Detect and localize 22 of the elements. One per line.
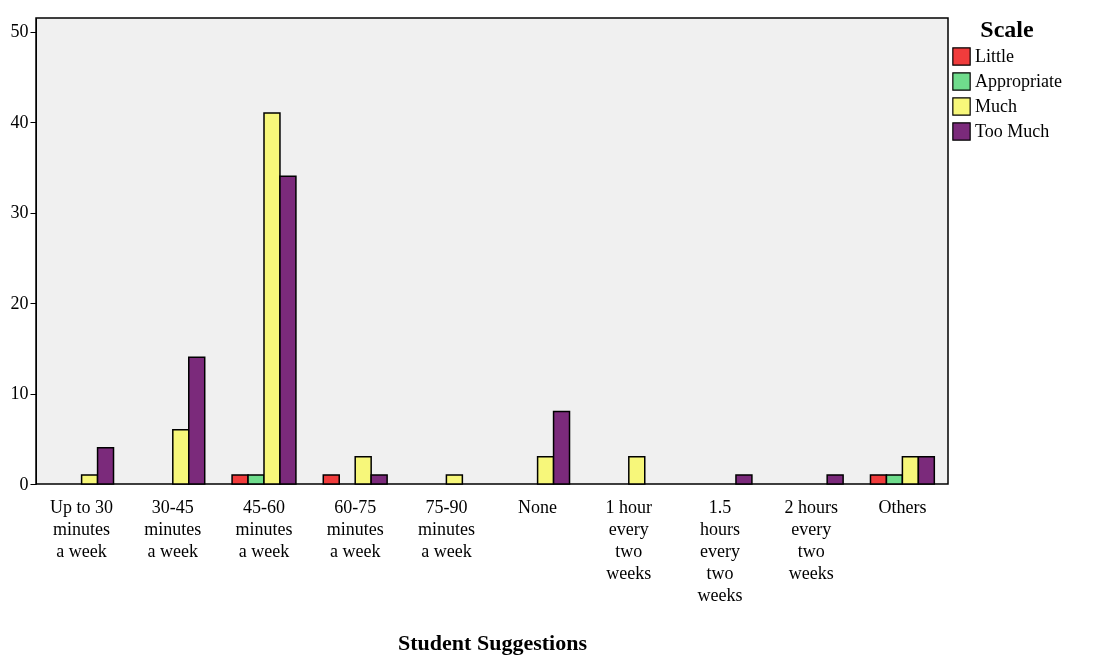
x-axis-title: Student Suggestions: [398, 629, 588, 655]
x-tick-label: 30-45 minutes a week: [144, 496, 202, 561]
x-tick-label: None: [518, 496, 558, 517]
y-tick-label: 10: [10, 383, 29, 404]
legend-label: Appropriate: [975, 70, 1062, 91]
y-tick-label: 50: [10, 21, 29, 42]
y-tick-label: 0: [19, 473, 29, 494]
legend-label: Much: [975, 95, 1017, 116]
x-tick-label: 1.5 hours every two weeks: [697, 496, 743, 605]
x-tick-label: Others: [878, 496, 927, 517]
legend-label: Too Much: [975, 120, 1050, 141]
x-tick-label: 1 hour every two weeks: [605, 496, 653, 583]
y-tick-label: 30: [10, 202, 29, 223]
x-tick-label: Up to 30 minutes a week: [50, 496, 114, 561]
legend-label: Little: [975, 45, 1014, 66]
y-tick-label: 40: [10, 111, 29, 132]
y-tick-label: 20: [10, 292, 29, 313]
legend-title: Scale: [980, 16, 1034, 42]
x-tick-label: 75-90 minutes a week: [417, 496, 475, 561]
x-tick-label: 45-60 minutes a week: [235, 496, 293, 561]
x-tick-label: 60-75 minutes a week: [326, 496, 384, 561]
x-tick-label: 2 hours every two weeks: [784, 496, 838, 583]
